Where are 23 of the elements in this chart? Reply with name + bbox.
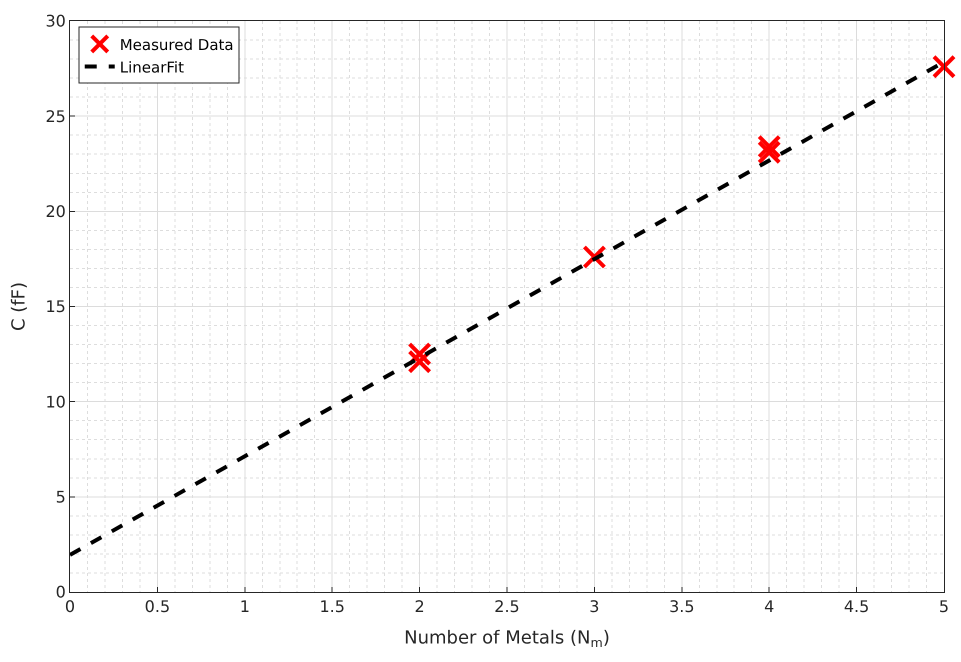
x-axis-title: Number of Metals (N$_{m}$) (404, 627, 610, 650)
x-tick-label: 4 (764, 597, 774, 616)
y-tick-label: 30 (45, 12, 66, 31)
x-tick-label: 3.5 (669, 597, 695, 616)
y-tick-label: 10 (45, 392, 66, 412)
x-tick-label: 4.5 (844, 597, 870, 616)
legend-label: Measured Data (120, 36, 234, 54)
x-tick-label: 5 (938, 597, 950, 616)
y-tick-label: 5 (56, 487, 66, 506)
legend-label: LinearFit (120, 58, 184, 76)
y-tick-label: 15 (45, 297, 66, 316)
y-tick-label: 20 (45, 202, 66, 221)
x-tick-label: 2 (414, 597, 425, 616)
x-tick-label: 2.5 (494, 597, 520, 616)
x-tick-label: 0.5 (144, 597, 170, 616)
point (932, 54, 956, 79)
x-tick-label: 1.5 (319, 597, 345, 616)
point (408, 342, 432, 366)
x-tick-label: 3 (589, 597, 600, 616)
y-tick-label: 0 (56, 582, 66, 602)
x-tick-label: 1 (240, 597, 250, 616)
y-tick-label: 25 (45, 106, 66, 126)
y-axis-title: C (fF) (8, 282, 30, 332)
